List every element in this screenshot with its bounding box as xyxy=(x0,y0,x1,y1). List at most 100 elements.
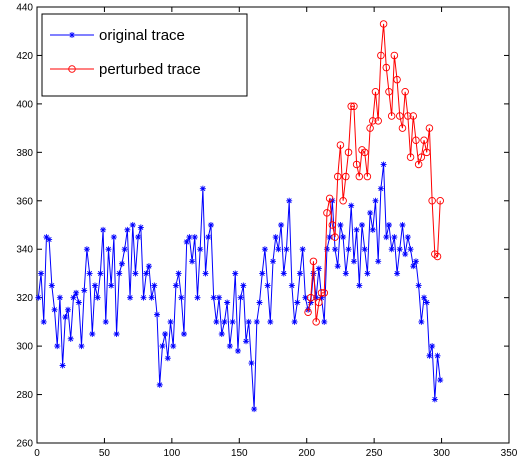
marker xyxy=(434,352,441,359)
marker xyxy=(194,294,201,301)
y-tick-label: 420 xyxy=(16,51,33,62)
marker xyxy=(240,282,247,289)
marker xyxy=(340,234,347,241)
series-line xyxy=(37,164,441,410)
marker xyxy=(331,233,339,241)
x-tick-label: 200 xyxy=(298,448,315,459)
marker xyxy=(178,294,185,301)
marker xyxy=(234,347,241,354)
marker xyxy=(382,63,391,72)
marker xyxy=(350,258,357,265)
marker xyxy=(409,112,418,120)
marker xyxy=(391,234,398,241)
marker xyxy=(296,270,303,277)
marker xyxy=(213,318,220,325)
marker xyxy=(199,185,206,192)
legend-marker xyxy=(69,32,75,38)
marker xyxy=(347,102,355,111)
marker xyxy=(315,298,323,307)
marker xyxy=(121,246,128,253)
marker xyxy=(110,234,117,241)
y-tick-label: 320 xyxy=(16,293,33,304)
marker xyxy=(422,148,431,157)
x-tick-label: 50 xyxy=(99,448,111,459)
marker xyxy=(374,117,382,125)
marker xyxy=(73,289,80,296)
marker xyxy=(148,294,155,301)
marker xyxy=(83,246,90,253)
marker xyxy=(388,246,395,253)
marker xyxy=(267,318,274,325)
marker xyxy=(334,263,341,270)
marker xyxy=(145,263,152,270)
marker xyxy=(317,289,326,297)
marker xyxy=(280,270,287,277)
marker xyxy=(51,306,58,313)
marker xyxy=(369,117,377,125)
marker xyxy=(407,246,414,253)
marker xyxy=(100,226,107,233)
marker xyxy=(309,257,318,266)
marker xyxy=(91,282,98,289)
marker xyxy=(46,236,53,243)
marker xyxy=(418,318,425,325)
marker xyxy=(428,197,436,205)
legend-marker xyxy=(68,65,76,73)
marker xyxy=(116,270,123,277)
marker xyxy=(342,172,350,181)
legend-label: original trace xyxy=(99,27,185,44)
marker xyxy=(431,396,438,403)
marker xyxy=(272,234,279,241)
marker xyxy=(243,338,250,345)
marker xyxy=(264,282,271,289)
marker xyxy=(94,294,101,301)
marker xyxy=(307,299,314,306)
y-tick-label: 400 xyxy=(16,99,33,110)
marker xyxy=(224,299,231,306)
marker xyxy=(113,331,120,337)
x-tick-label: 150 xyxy=(231,448,248,459)
marker xyxy=(304,308,312,316)
marker xyxy=(283,246,290,253)
marker xyxy=(54,343,61,350)
marker xyxy=(429,343,436,350)
marker xyxy=(396,246,403,253)
marker xyxy=(394,270,401,277)
marker xyxy=(423,299,430,306)
marker xyxy=(396,112,404,120)
x-tick-label: 350 xyxy=(501,448,518,459)
marker xyxy=(56,294,63,301)
marker xyxy=(371,88,380,96)
y-tick-label: 340 xyxy=(16,245,33,256)
marker xyxy=(261,246,268,253)
y-tick-label: 280 xyxy=(16,390,33,401)
marker xyxy=(97,270,104,277)
marker xyxy=(414,160,423,169)
marker xyxy=(105,246,112,253)
marker xyxy=(210,294,217,301)
marker xyxy=(167,318,174,325)
y-tick-label: 440 xyxy=(16,3,33,14)
marker xyxy=(65,306,72,313)
marker xyxy=(170,343,177,350)
marker xyxy=(202,270,209,277)
marker xyxy=(390,51,399,60)
marker xyxy=(132,270,139,277)
marker xyxy=(154,311,161,318)
marker xyxy=(253,318,260,325)
marker xyxy=(345,246,352,253)
marker xyxy=(333,172,342,181)
marker xyxy=(216,294,223,301)
marker xyxy=(393,75,401,84)
marker xyxy=(377,51,385,60)
marker xyxy=(379,20,388,28)
x-tick-label: 250 xyxy=(366,448,383,459)
marker xyxy=(35,294,42,301)
marker xyxy=(159,343,166,350)
marker xyxy=(380,161,387,168)
marker xyxy=(358,146,366,154)
marker xyxy=(315,265,322,272)
marker xyxy=(162,331,169,337)
marker xyxy=(420,136,428,144)
marker xyxy=(40,318,47,325)
